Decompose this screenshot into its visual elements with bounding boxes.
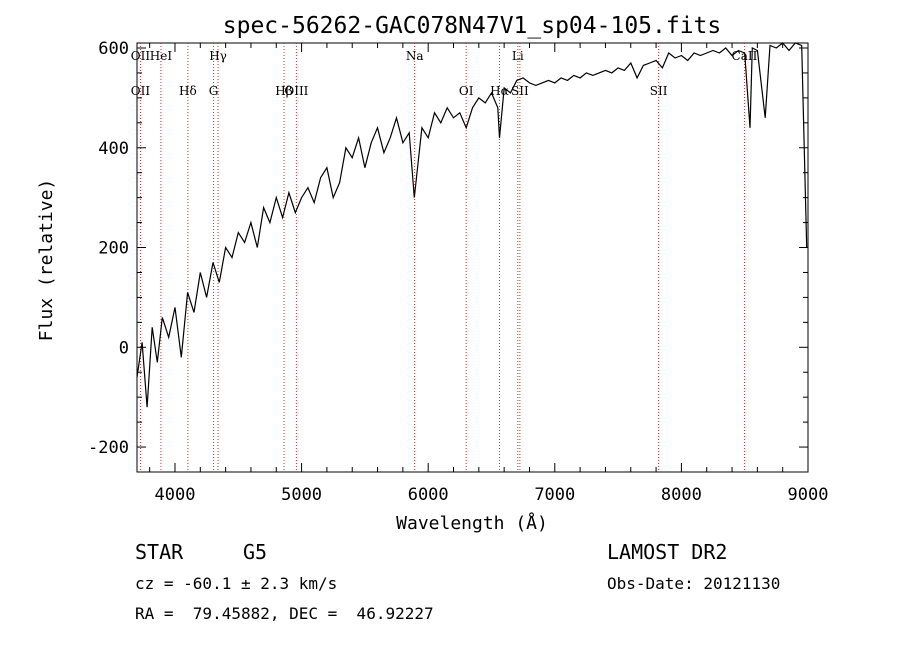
line-label-bottom: G <box>209 84 219 98</box>
line-label-bottom: OI <box>459 84 474 98</box>
x-axis-label: Wavelength (Å) <box>396 512 548 534</box>
y-tick-label: 400 <box>98 139 129 159</box>
chart-title: spec-56262-GAC078N47V1_sp04-105.fits <box>223 13 722 39</box>
line-label-bottom: OIII <box>284 84 308 98</box>
y-tick-label: 200 <box>98 239 129 259</box>
line-label-top: OII <box>131 49 151 63</box>
line-label-top: Na <box>406 49 424 63</box>
x-tick-label: 4000 <box>155 485 196 505</box>
x-tick-label: 9000 <box>788 485 829 505</box>
line-label-top: Hγ <box>209 49 227 63</box>
x-tick-label: 5000 <box>281 485 322 505</box>
x-tick-label: 8000 <box>661 485 702 505</box>
line-label-bottom: SII <box>511 84 529 98</box>
y-tick-label: -200 <box>88 438 129 458</box>
y-tick-label: 600 <box>98 39 129 59</box>
observation-date: Obs-Date: 20121130 <box>607 574 781 593</box>
y-axis-label: Flux (relative) <box>36 179 57 342</box>
x-tick-label: 7000 <box>534 485 575 505</box>
survey-name: LAMOST DR2 <box>607 540 728 564</box>
object-class: STAR <box>135 540 184 564</box>
y-tick-label: 0 <box>119 338 129 358</box>
line-label-bottom: SII <box>650 84 668 98</box>
coordinates: RA = 79.45882, DEC = 46.92227 <box>135 604 434 623</box>
redshift-velocity: cz = -60.1 ± 2.3 km/s <box>135 574 338 593</box>
plot-frame <box>136 42 809 473</box>
line-label-bottom: OII <box>131 84 151 98</box>
line-label-top: Li <box>512 49 524 63</box>
spectral-subclass: G5 <box>243 540 268 564</box>
line-label-top: HeI <box>150 49 173 63</box>
x-tick-label: 6000 <box>408 485 449 505</box>
line-label-bottom: Hδ <box>179 84 197 98</box>
line-label-bottom: Hβ <box>275 84 292 98</box>
spectrum-line <box>136 42 808 408</box>
